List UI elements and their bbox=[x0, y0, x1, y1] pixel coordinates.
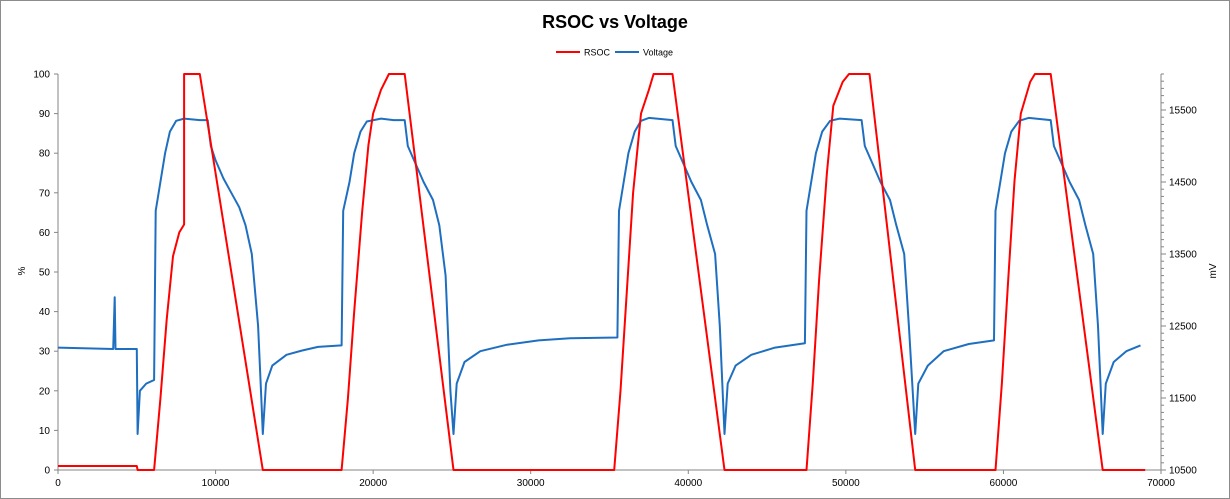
x-tick-label: 30000 bbox=[517, 478, 545, 489]
x-axis-ticks: 0 10000 20000 30000 40000 50000 60000 70000 bbox=[55, 470, 1175, 489]
x-tick-label: 0 bbox=[55, 478, 61, 489]
left-y-tick-label: 60 bbox=[39, 228, 51, 239]
right-y-axis-ticks: 10500 11500 12500 13500 14500 15500 bbox=[1161, 73, 1197, 477]
series-layer bbox=[57, 73, 1146, 471]
left-y-tick-label: 0 bbox=[44, 466, 50, 477]
left-y-axis-label: % bbox=[17, 266, 28, 275]
x-tick-label: 40000 bbox=[674, 478, 702, 489]
legend-label-voltage: Voltage bbox=[643, 48, 673, 58]
chart-title: RSOC vs Voltage bbox=[542, 12, 688, 32]
series-line-voltage bbox=[57, 116, 1141, 435]
x-tick-label: 50000 bbox=[832, 478, 860, 489]
right-y-tick-label: 12500 bbox=[1169, 322, 1197, 333]
right-y-tick-label: 13500 bbox=[1169, 250, 1197, 261]
right-y-tick-label: 14500 bbox=[1169, 178, 1197, 189]
x-tick-label: 10000 bbox=[202, 478, 230, 489]
left-y-tick-label: 40 bbox=[39, 307, 51, 318]
left-y-tick-label: 20 bbox=[39, 386, 51, 397]
x-tick-label: 70000 bbox=[1147, 478, 1175, 489]
left-y-tick-label: 30 bbox=[39, 347, 51, 358]
left-y-axis-ticks: 0 10 20 30 40 50 60 70 80 90 100 bbox=[33, 70, 58, 477]
x-tick-label: 20000 bbox=[359, 478, 387, 489]
legend-label-rsoc: RSOC bbox=[584, 48, 611, 58]
left-y-tick-label: 10 bbox=[39, 426, 51, 437]
right-y-tick-label: 15500 bbox=[1169, 106, 1197, 117]
series-line-rsoc bbox=[58, 73, 1146, 471]
right-y-tick-label: 11500 bbox=[1169, 394, 1197, 405]
chart-legend: RSOC Voltage bbox=[556, 48, 673, 58]
left-y-tick-label: 70 bbox=[39, 188, 51, 199]
right-y-tick-label: 10500 bbox=[1169, 466, 1197, 477]
x-tick-label: 60000 bbox=[990, 478, 1018, 489]
left-y-tick-label: 80 bbox=[39, 149, 51, 160]
left-y-tick-label: 90 bbox=[39, 109, 51, 120]
left-y-tick-label: 50 bbox=[39, 268, 51, 279]
right-y-axis-label: mV bbox=[1208, 263, 1219, 278]
left-y-tick-label: 100 bbox=[33, 70, 50, 81]
